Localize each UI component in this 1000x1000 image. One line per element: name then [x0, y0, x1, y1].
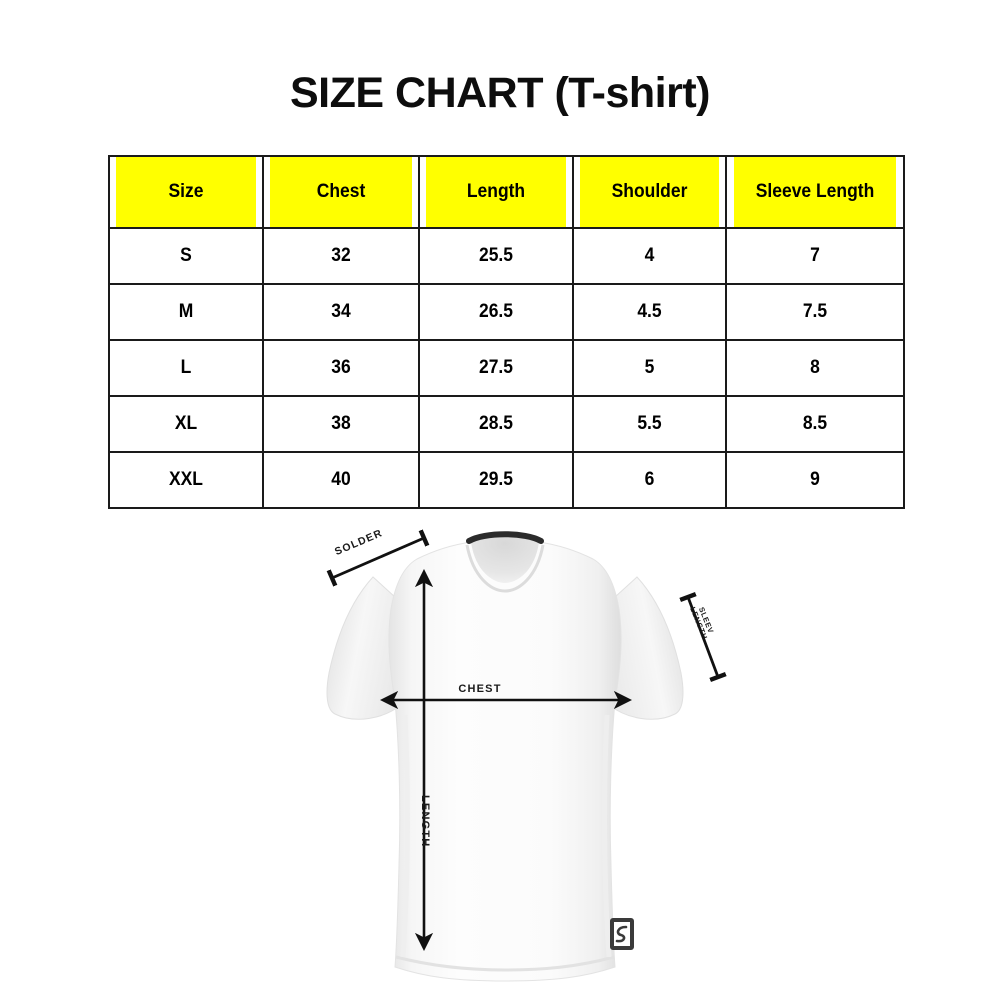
cell-length: 29.5	[424, 451, 568, 509]
tshirt-measurement-diagram: CHEST LENGTH SOLDER SLEEV LENGTH	[255, 505, 755, 990]
table-row: L 36 27.5 5 8	[109, 339, 904, 397]
cell-sleeve-length: 7.5	[732, 283, 898, 341]
cell-chest: 38	[268, 395, 414, 453]
cell-shoulder: 4	[578, 227, 721, 285]
shoulder-measure-arrow	[326, 529, 430, 587]
table-header-row: Size Chest Length Shoulder Sleeve Length	[109, 155, 904, 229]
page-title: SIZE CHART (T-shirt)	[290, 69, 710, 117]
shirt-body	[388, 541, 622, 982]
cell-chest: 36	[268, 339, 414, 397]
column-header-chest: Chest	[268, 155, 414, 229]
column-header-length: Length	[424, 155, 568, 229]
table-row: XL 38 28.5 5.5 8.5	[109, 395, 904, 453]
table-row: XXL 40 29.5 6 9	[109, 451, 904, 509]
hem-line	[395, 955, 615, 972]
column-header-shoulder: Shoulder	[578, 155, 721, 229]
cell-sleeve-length: 9	[732, 451, 898, 509]
right-fold-shadow	[602, 714, 612, 958]
cell-size: L	[114, 339, 258, 397]
cell-size: M	[114, 283, 258, 341]
cell-length: 26.5	[424, 283, 568, 341]
collar-opening	[471, 536, 539, 583]
table-row: S 32 25.5 4 7	[109, 227, 904, 285]
collar-rim	[466, 531, 544, 544]
cell-length: 25.5	[424, 227, 568, 285]
tshirt-body-shape	[326, 531, 684, 982]
collar-band	[465, 544, 545, 593]
cell-shoulder: 4.5	[578, 283, 721, 341]
cell-size: XXL	[114, 451, 258, 509]
cell-sleeve-length: 8	[732, 339, 898, 397]
cell-shoulder: 5.5	[578, 395, 721, 453]
cell-length: 27.5	[424, 339, 568, 397]
cell-size: XL	[114, 395, 258, 453]
left-fold-shadow	[400, 714, 410, 958]
cell-sleeve-length: 7	[732, 227, 898, 285]
cell-length: 28.5	[424, 395, 568, 453]
column-header-sleeve-length: Sleeve Length	[732, 155, 898, 229]
cell-chest: 40	[268, 451, 414, 509]
cell-shoulder: 6	[578, 451, 721, 509]
cell-shoulder: 5	[578, 339, 721, 397]
brand-tag-s-icon	[615, 925, 628, 943]
chest-label: CHEST	[458, 683, 502, 695]
length-label: LENGTH	[419, 795, 431, 848]
tshirt-illustration	[326, 529, 727, 982]
size-chart-table: Size Chest Length Shoulder Sleeve Length…	[108, 155, 905, 509]
sleeve-length-measure-arrow	[679, 592, 727, 682]
cell-chest: 32	[268, 227, 414, 285]
table-row: M 34 26.5 4.5 7.5	[109, 283, 904, 341]
cell-sleeve-length: 8.5	[732, 395, 898, 453]
cell-size: S	[114, 227, 258, 285]
brand-tag	[610, 918, 634, 950]
cell-chest: 34	[268, 283, 414, 341]
column-header-size: Size	[114, 155, 258, 229]
